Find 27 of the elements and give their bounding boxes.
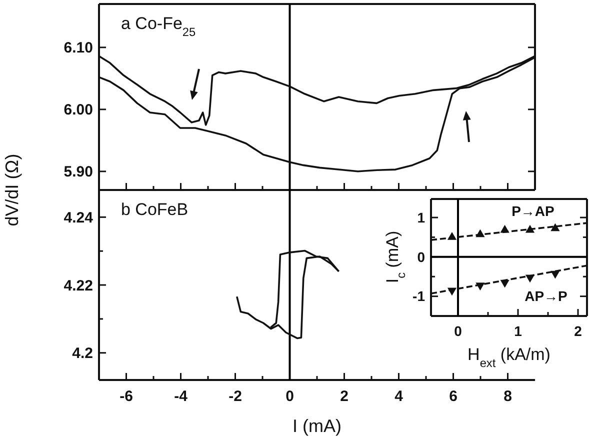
x-tick-label: 2 [340,388,348,405]
y-tick-label: 5.90 [64,164,93,181]
text: a Co-Fe$_{25}$ [121,14,196,39]
x-tick-label: 2 [574,323,582,339]
x-tick-label: 0 [454,323,462,339]
y-tick-label: 1 [417,209,426,226]
y-tick-label: 0 [417,248,426,265]
y-tick-label: 6.00 [64,102,93,119]
text: b CoFeB [121,200,188,219]
x-tick-label: 8 [504,388,512,405]
x-tick-label: 1 [514,323,522,339]
x-tick-label: -4 [174,388,188,405]
y-axis-title: dV/dI (Ω) [2,154,22,226]
y-tick-label: 4.2 [72,345,93,362]
y-tick-label: 6.10 [64,40,93,57]
x-tick-label: 4 [394,388,404,405]
x-tick-label: 0 [286,388,294,405]
y-tick-label: -1 [412,288,426,304]
y-tick-label: 4.22 [64,277,93,294]
x-tick-label: -2 [228,388,242,405]
y-tick-label: 4.24 [64,209,94,226]
annotation: P→AP [512,203,554,219]
x-tick-label: 6 [449,388,458,405]
x-axis-title: H$_{ext}$ (kA/m) [468,345,550,370]
x-axis-title: I (mA) [292,416,342,436]
x-tick-label: -6 [120,388,133,405]
annotation: AP→P [524,288,568,304]
